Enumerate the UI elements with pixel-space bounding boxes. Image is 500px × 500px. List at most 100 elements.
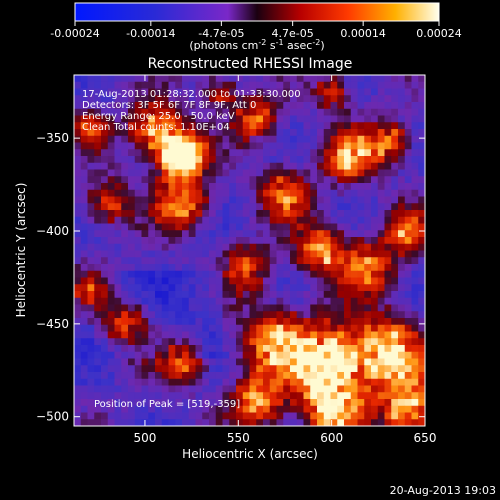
heatmap-cell (242, 405, 250, 413)
heatmap-cell (357, 257, 365, 265)
heatmap-cell (269, 331, 277, 339)
heatmap-cell (114, 264, 122, 272)
heatmap-cell (357, 405, 365, 413)
heatmap-cell (283, 176, 291, 184)
heatmap-cell (168, 237, 176, 245)
heatmap-cell (242, 318, 250, 326)
heatmap-cell (418, 196, 426, 204)
heatmap-cell (398, 412, 406, 420)
heatmap-cell (269, 270, 277, 278)
heatmap-cell (350, 378, 358, 386)
heatmap-cell (290, 365, 298, 373)
heatmap-cell (94, 122, 102, 130)
heatmap-cell (371, 189, 379, 197)
heatmap-cell (364, 176, 372, 184)
heatmap-cell (128, 95, 136, 103)
heatmap-cell (236, 358, 244, 366)
heatmap-cell (195, 230, 203, 238)
heatmap-cell (236, 216, 244, 224)
heatmap-cell (249, 358, 257, 366)
heatmap-cell (94, 183, 102, 191)
heatmap-cell (107, 345, 115, 353)
heatmap-cell (303, 169, 311, 177)
heatmap-cell (182, 385, 190, 393)
heatmap-cell (337, 216, 345, 224)
heatmap-cell (188, 385, 196, 393)
heatmap-cell (87, 338, 95, 346)
heatmap-cell (222, 405, 230, 413)
heatmap-cell (276, 243, 284, 251)
heatmap-cell (175, 351, 183, 359)
heatmap-cell (371, 162, 379, 170)
heatmap-cell (80, 318, 88, 326)
heatmap-cell (222, 223, 230, 231)
heatmap-cell (128, 358, 136, 366)
heatmap-cell (256, 142, 264, 150)
heatmap-cell (296, 351, 304, 359)
y-tick-label: −400 (36, 224, 69, 238)
heatmap-cell (168, 358, 176, 366)
heatmap-cell (263, 378, 271, 386)
heatmap-cell (107, 210, 115, 218)
heatmap-cell (155, 351, 163, 359)
heatmap-cell (263, 95, 271, 103)
heatmap-cell (404, 156, 412, 164)
heatmap-cell (404, 331, 412, 339)
heatmap-cell (323, 230, 331, 238)
heatmap-cell (236, 176, 244, 184)
heatmap-cell (398, 142, 406, 150)
heatmap-cell (256, 250, 264, 258)
heatmap-cell (242, 419, 250, 427)
heatmap-cell (290, 277, 298, 285)
heatmap-cell (344, 277, 352, 285)
heatmap-cell (391, 324, 399, 332)
heatmap-cell (134, 419, 142, 427)
heatmap-cell (188, 399, 196, 407)
heatmap-cell (283, 115, 291, 123)
heatmap-cell (418, 277, 426, 285)
heatmap-cell (377, 311, 385, 319)
heatmap-cell (384, 264, 392, 272)
heatmap-cell (222, 365, 230, 373)
heatmap-cell (269, 250, 277, 258)
heatmap-cell (330, 345, 338, 353)
heatmap-cell (344, 196, 352, 204)
heatmap-cell (323, 291, 331, 299)
heatmap-cell (337, 297, 345, 305)
heatmap-cell (384, 243, 392, 251)
heatmap-cell (80, 351, 88, 359)
heatmap-cell (276, 250, 284, 258)
heatmap-cell (357, 156, 365, 164)
heatmap-cell (263, 277, 271, 285)
heatmap-cell (74, 304, 82, 312)
heatmap-cell (182, 378, 190, 386)
heatmap-cell (94, 264, 102, 272)
heatmap-cell (269, 75, 277, 83)
heatmap-cell (222, 75, 230, 83)
heatmap-cell (337, 142, 345, 150)
heatmap-cell (121, 378, 129, 386)
heatmap-cell (364, 392, 372, 400)
heatmap-cell (215, 405, 223, 413)
heatmap-cell (215, 284, 223, 292)
heatmap-cell (202, 250, 210, 258)
heatmap-cell (371, 176, 379, 184)
heatmap-cell (330, 385, 338, 393)
heatmap-cell (148, 237, 156, 245)
heatmap-cell (263, 331, 271, 339)
heatmap-cell (269, 378, 277, 386)
heatmap-cell (114, 324, 122, 332)
heatmap-cell (188, 304, 196, 312)
heatmap-cell (290, 108, 298, 116)
heatmap-cell (134, 230, 142, 238)
heatmap-cell (209, 284, 217, 292)
heatmap-cell (80, 331, 88, 339)
heatmap-cell (242, 378, 250, 386)
heatmap-cell (141, 405, 149, 413)
heatmap-cell (384, 250, 392, 258)
heatmap-cell (384, 399, 392, 407)
heatmap-cell (175, 284, 183, 292)
heatmap-cell (161, 162, 169, 170)
heatmap-cell (128, 210, 136, 218)
heatmap-cell (209, 264, 217, 272)
